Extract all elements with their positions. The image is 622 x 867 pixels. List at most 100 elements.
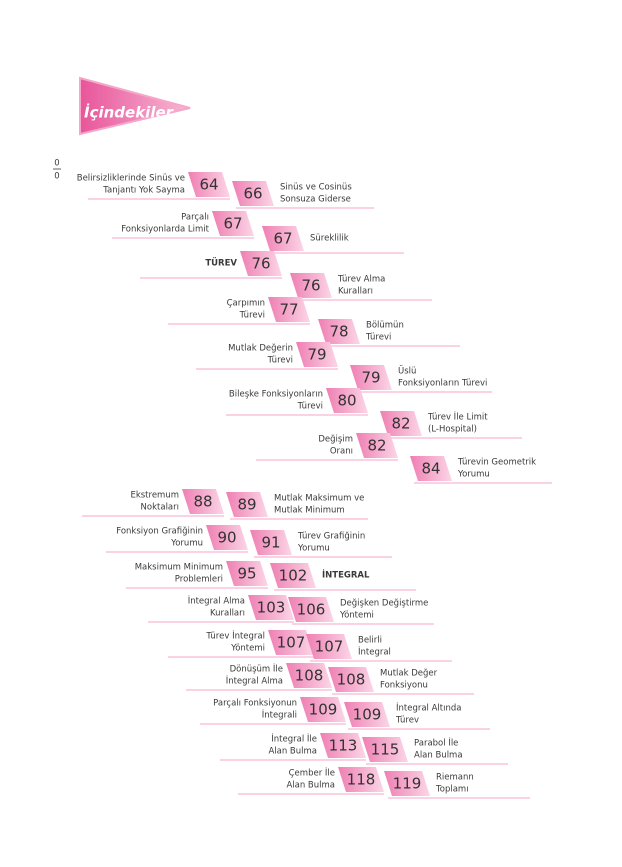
page-number: 108	[337, 671, 366, 689]
page-number: 118	[347, 771, 376, 789]
entry-title: Mutlak Değer	[380, 669, 438, 679]
fraction-numerator: 0	[54, 159, 59, 169]
page-box	[270, 563, 316, 588]
entry-title: Fonksiyonu	[380, 681, 428, 691]
entry-title: Sonsuza Giderse	[280, 195, 351, 205]
page-box	[288, 597, 334, 622]
entry-title: Yorumu	[297, 544, 330, 554]
page-box	[344, 702, 390, 727]
page-number: 102	[279, 567, 308, 585]
page-box	[212, 211, 254, 236]
entry-title: Türevi	[267, 356, 293, 366]
page-box	[318, 319, 360, 344]
page-box	[188, 172, 230, 197]
page-number: 78	[329, 323, 348, 341]
entry-title: Bölümün	[366, 321, 404, 331]
page-box	[410, 456, 452, 481]
entry-title: Parçalı Fonksiyonun	[213, 699, 297, 709]
entry-title: İntegral Altında	[396, 703, 461, 714]
page-number: 95	[237, 565, 256, 583]
entry-title: Maksimum Minimum	[135, 563, 223, 573]
entry-title: Türevin Geometrik	[457, 458, 536, 468]
entry-title: Riemann	[436, 773, 474, 783]
entry-title: Tanjantı Yok Sayma	[102, 186, 185, 196]
page-number: 82	[391, 415, 410, 433]
page-box	[384, 771, 430, 796]
entry-title: Çember İle	[289, 768, 335, 779]
entry-title: Yöntemi	[230, 644, 265, 654]
page-box	[320, 733, 366, 758]
entry-title: Alan Bulma	[268, 747, 317, 757]
page-number: 115	[371, 741, 400, 759]
page-box	[182, 489, 224, 514]
page-number: 66	[243, 185, 262, 203]
entry-title: Üslü	[398, 366, 416, 377]
entry-title: Parçalı	[181, 213, 209, 223]
title-pennant	[79, 76, 191, 136]
entry-title: Mutlak Minimum	[274, 506, 345, 516]
entry-title: Değişken Değiştirme	[340, 599, 428, 609]
page-box	[306, 634, 352, 659]
entry-title: Değişim	[318, 435, 353, 445]
entry-title: TÜREV	[205, 258, 237, 269]
entry-title: Dönüşüm İle	[230, 664, 283, 675]
page-number: 91	[261, 534, 280, 552]
page-box	[356, 433, 398, 458]
entry-title: Kuralları	[338, 287, 373, 297]
entry-title: Noktaları	[141, 503, 179, 513]
page-box	[262, 226, 304, 251]
page-box	[328, 667, 374, 692]
entry-title: Türev İntegral	[205, 631, 265, 642]
entry-title: Yorumu	[457, 470, 490, 480]
page-box	[240, 251, 282, 276]
page-number: 103	[257, 599, 286, 617]
entry-title: Oranı	[330, 447, 353, 457]
page-number: 88	[193, 493, 212, 511]
entry-title: Alan Bulma	[414, 751, 463, 761]
page-number: 64	[199, 176, 218, 194]
page-number: 108	[295, 667, 324, 685]
page-box	[338, 767, 384, 792]
page-number: 82	[367, 437, 386, 455]
entry-title: Belirsizliklerinde Sinüs ve	[77, 174, 185, 184]
entry-title: Belirli	[358, 636, 382, 646]
page-number: 76	[301, 277, 320, 295]
page-box	[268, 297, 310, 322]
page-number: 80	[337, 392, 356, 410]
entry-title: Fonksiyonların Türevi	[398, 379, 487, 389]
entry-title: İntegral İle	[271, 734, 317, 745]
page-box	[350, 365, 392, 390]
page-box	[300, 697, 346, 722]
entry-title: Türev Alma	[337, 275, 385, 285]
entry-title: Mutlak Değerin	[228, 344, 293, 354]
page-box	[226, 492, 268, 517]
page-number: 84	[421, 460, 440, 478]
entry-title: Türev İle Limit	[427, 412, 488, 423]
page-number: 89	[237, 496, 256, 514]
page-number: 119	[393, 775, 422, 793]
entry-title: Kuralları	[210, 609, 245, 619]
page-number: 106	[297, 601, 326, 619]
page-box	[326, 388, 368, 413]
page-box	[286, 663, 332, 688]
entry-title: Parabol İle	[414, 738, 458, 749]
entry-title: Türev	[395, 716, 419, 726]
entry-title: Problemleri	[175, 575, 223, 585]
entry-title: Türevi	[365, 333, 391, 343]
page-number: 107	[277, 634, 306, 652]
page-box	[232, 181, 274, 206]
page-box	[268, 630, 314, 655]
entry-title: Yorumu	[170, 539, 203, 549]
page-number: 76	[251, 255, 270, 273]
page-number: 67	[223, 215, 242, 233]
entry-title: Fonksiyon Grafiğinin	[116, 527, 203, 537]
page-number: 109	[353, 706, 382, 724]
page-number: 113	[329, 737, 358, 755]
entry-title: İNTEGRAL	[322, 570, 370, 581]
entry-title: İntegral Alma	[226, 676, 283, 687]
entry-title: Fonksiyonlarda Limit	[121, 225, 209, 235]
page-number: 90	[217, 529, 236, 547]
page-number: 79	[361, 369, 380, 387]
page-box	[362, 737, 408, 762]
